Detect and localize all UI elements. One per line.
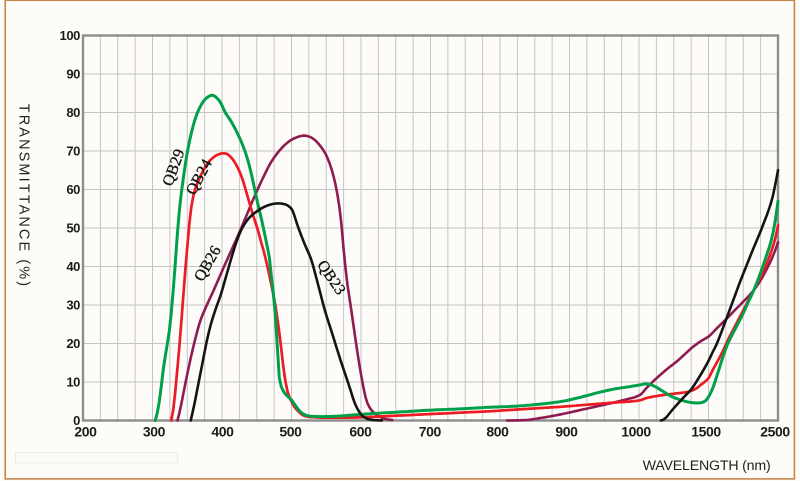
svg-text:900: 900 [555, 424, 578, 440]
svg-text:0: 0 [73, 413, 80, 428]
svg-text:100: 100 [60, 28, 81, 43]
svg-text:2500: 2500 [760, 424, 790, 440]
svg-text:WAVELENGTH (nm): WAVELENGTH (nm) [643, 458, 771, 474]
svg-text:TRANSMITTANCE (%): TRANSMITTANCE (%) [16, 104, 32, 288]
svg-text:10: 10 [66, 375, 80, 390]
svg-text:300: 300 [143, 424, 166, 440]
svg-text:700: 700 [419, 424, 442, 440]
svg-text:40: 40 [66, 259, 80, 274]
svg-text:500: 500 [279, 424, 302, 440]
svg-text:90: 90 [66, 67, 80, 82]
svg-text:200: 200 [74, 424, 97, 440]
svg-text:1500: 1500 [691, 424, 721, 440]
svg-text:1000: 1000 [621, 424, 651, 440]
svg-text:800: 800 [486, 424, 509, 440]
svg-text:50: 50 [66, 221, 80, 236]
svg-text:60: 60 [66, 182, 80, 197]
svg-text:70: 70 [66, 144, 80, 159]
svg-text:30: 30 [66, 298, 80, 313]
svg-text:400: 400 [211, 424, 234, 440]
svg-text:600: 600 [349, 424, 372, 440]
svg-text:80: 80 [66, 105, 80, 120]
svg-text:20: 20 [66, 336, 80, 351]
